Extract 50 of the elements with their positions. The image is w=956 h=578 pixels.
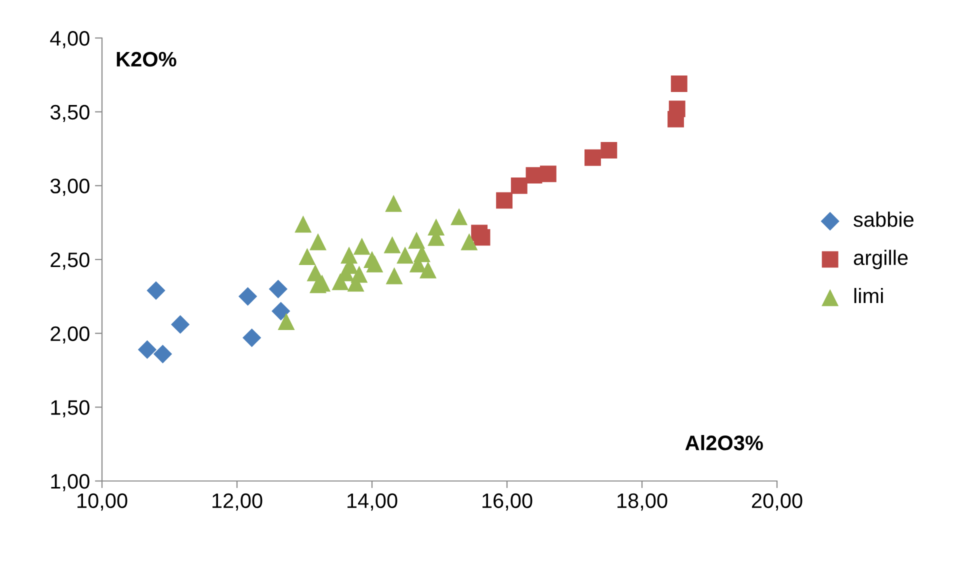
point xyxy=(170,315,190,334)
y-axis-title: K2O% xyxy=(116,52,176,67)
point xyxy=(238,287,258,306)
point xyxy=(600,142,618,158)
point xyxy=(450,208,468,226)
point xyxy=(384,236,401,254)
y-tick-label: 4,00 xyxy=(50,31,90,48)
point xyxy=(340,246,358,264)
point xyxy=(385,194,402,212)
y-tick-label: 3,00 xyxy=(50,178,90,196)
point xyxy=(242,328,262,348)
point xyxy=(420,261,437,278)
y-tick-label: 2,00 xyxy=(50,326,90,344)
y-tick-label: 1,00 xyxy=(51,474,90,492)
point xyxy=(670,76,688,92)
x-tick-label: 18,00 xyxy=(618,493,668,511)
y-tick-label: 1,50 xyxy=(51,400,90,418)
point xyxy=(526,167,542,184)
x-axis-title: Al2O3% xyxy=(685,435,763,450)
point xyxy=(510,177,528,194)
point xyxy=(584,149,601,166)
point xyxy=(153,344,172,364)
point xyxy=(309,233,327,250)
point xyxy=(138,340,157,359)
point xyxy=(272,302,290,320)
x-tick-label: 20,00 xyxy=(752,493,802,511)
y-tick-label: 2,50 xyxy=(50,252,90,270)
point xyxy=(353,238,370,255)
x-tick-label: 12,00 xyxy=(212,493,262,511)
point xyxy=(350,266,368,283)
point xyxy=(386,267,403,284)
x-tick-label: 14,00 xyxy=(348,493,398,511)
point xyxy=(298,248,316,266)
legend-label: sabbie xyxy=(854,212,914,227)
point xyxy=(496,192,513,209)
x-tick-label: 10,00 xyxy=(78,493,128,511)
point xyxy=(278,313,295,330)
point xyxy=(408,232,426,249)
x-tick-label: 16,00 xyxy=(482,493,532,511)
point xyxy=(460,233,478,250)
point xyxy=(668,111,684,128)
point xyxy=(146,281,166,300)
point xyxy=(396,246,414,264)
legend-label: limi xyxy=(854,288,883,304)
point xyxy=(366,255,384,272)
point xyxy=(268,280,288,298)
legend-label: argille xyxy=(854,250,908,270)
point xyxy=(471,224,488,242)
y-tick-label: 3,50 xyxy=(50,104,90,122)
point xyxy=(294,216,312,233)
